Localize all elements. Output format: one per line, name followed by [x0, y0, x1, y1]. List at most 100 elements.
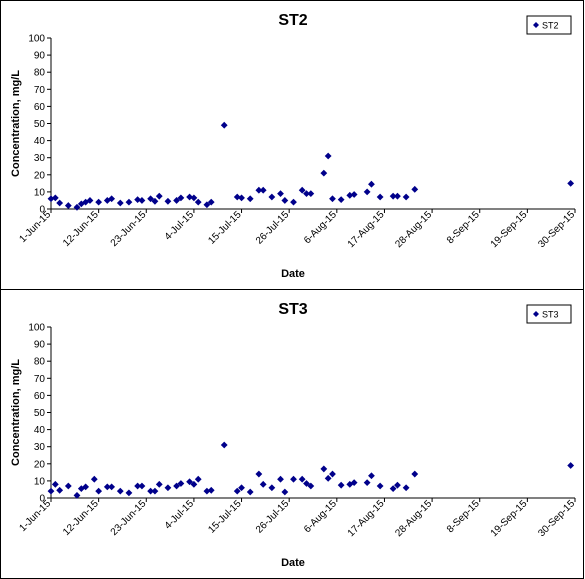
x-tick-label: 23-Jun-15: [109, 209, 149, 249]
x-tick-label: 23-Jun-15: [109, 498, 149, 538]
data-point: [125, 489, 133, 497]
data-point: [82, 198, 90, 206]
y-tick-label: 30: [34, 442, 46, 453]
data-point: [303, 480, 310, 487]
x-tick-label: 28-Aug-15: [393, 209, 434, 250]
x-tick-label: 26-Jul-15: [254, 209, 292, 247]
y-tick-label: 30: [34, 153, 46, 164]
data-point: [337, 481, 345, 489]
x-tick-label: 12-Jun-15: [61, 209, 101, 249]
data-point: [134, 482, 142, 490]
y-tick-label: 40: [34, 425, 46, 436]
x-tick-label: 12-Jun-15: [61, 498, 101, 538]
y-tick-label: 70: [34, 85, 46, 96]
data-point: [220, 121, 228, 129]
data-point: [255, 186, 263, 194]
x-tick-label: 8-Sep-15: [445, 498, 482, 535]
x-tick-label: 17-Aug-15: [346, 209, 387, 250]
legend-marker: [533, 22, 539, 28]
legend-marker: [533, 311, 539, 317]
y-tick-label: 100: [28, 323, 45, 334]
data-point: [329, 195, 336, 203]
data-point: [298, 186, 306, 194]
x-tick-label: 1-Jun-15: [17, 498, 53, 534]
data-point: [290, 475, 297, 483]
x-tick-label: 15-Jul-15: [206, 209, 244, 247]
data-point: [116, 487, 124, 495]
data-point: [125, 198, 133, 206]
data-point: [320, 465, 328, 473]
data-point: [194, 475, 202, 483]
data-point: [51, 194, 59, 202]
data-point: [259, 186, 267, 194]
data-point: [389, 485, 397, 492]
data-point: [346, 480, 354, 488]
data-point: [337, 196, 345, 203]
data-point: [259, 480, 267, 488]
x-tick-label: 4-Jul-15: [163, 498, 197, 532]
data-point: [281, 197, 289, 204]
x-tick-label: 8-Sep-15: [445, 209, 482, 246]
data-point: [90, 475, 98, 483]
data-point: [320, 169, 328, 177]
y-tick-label: 70: [34, 374, 46, 385]
data-point: [277, 190, 284, 198]
data-point: [108, 483, 116, 491]
data-point: [77, 485, 85, 492]
y-axis-label: Concentration, mg/L: [10, 70, 22, 177]
data-point: [246, 195, 254, 203]
data-point: [238, 194, 245, 202]
data-point: [186, 478, 193, 486]
data-point: [151, 197, 159, 205]
data-point: [324, 474, 332, 482]
legend-box: [526, 15, 572, 35]
data-point: [56, 486, 64, 494]
data-point: [190, 480, 198, 488]
data-point: [268, 193, 276, 201]
y-tick-label: 80: [34, 68, 46, 79]
data-point: [103, 483, 111, 491]
y-tick-label: 90: [34, 340, 46, 351]
chart-st3: ST3 0 10 20 30 40 50 60 70 80 90 100 1-Jun-15 12-Jun-…: [10, 301, 577, 569]
data-point: [56, 199, 64, 207]
data-point: [394, 192, 401, 200]
data-point: [207, 486, 215, 494]
x-tick-label: 4-Jul-15: [163, 209, 197, 243]
data-point: [155, 480, 163, 488]
data-point: [190, 194, 198, 202]
x-tick-label: 1-Jun-15: [17, 209, 53, 245]
y-tick-label: 20: [34, 170, 46, 181]
y-tick-label: 10: [34, 476, 46, 487]
x-tick-label: 19-Sep-15: [489, 209, 530, 250]
data-point: [268, 484, 276, 492]
data-point: [394, 481, 401, 489]
chart-panel-st2: ST2 0 10 20 30 40 50 60 70 80 90 100 1-Jun-15 12-Jun-…: [0, 0, 584, 290]
chart-title: ST3: [278, 301, 307, 318]
data-point: [95, 487, 103, 495]
data-point: [350, 479, 358, 487]
data-point: [147, 487, 155, 495]
data-point: [177, 194, 185, 202]
data-point: [164, 197, 172, 205]
data-point: [51, 480, 59, 488]
data-point: [64, 482, 72, 490]
data-point: [64, 202, 72, 209]
data-point: [220, 441, 228, 449]
y-axis-label: Concentration, mg/L: [10, 359, 22, 466]
data-point: [138, 482, 146, 490]
y-tick-label: 80: [34, 357, 46, 368]
x-tick-label: 6-Aug-15: [302, 498, 339, 535]
data-point: [73, 203, 81, 211]
data-point: [207, 198, 215, 206]
data-point: [368, 472, 375, 480]
legend-label: ST2: [542, 21, 559, 31]
y-tick-label: 40: [34, 136, 46, 147]
x-tick-label: 26-Jul-15: [254, 498, 292, 536]
data-point: [567, 462, 575, 469]
data-point: [376, 193, 384, 201]
data-point: [307, 482, 315, 490]
data-point: [350, 191, 358, 198]
data-point: [116, 199, 124, 207]
x-tick-label: 28-Aug-15: [393, 498, 434, 539]
legend-box: [526, 304, 572, 324]
